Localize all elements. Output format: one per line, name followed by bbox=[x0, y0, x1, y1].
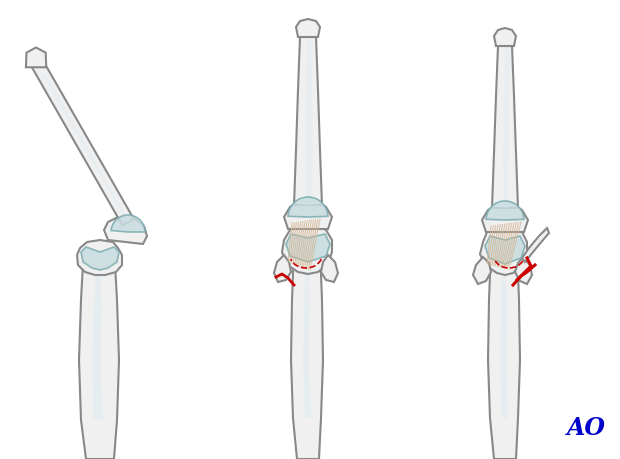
Polygon shape bbox=[104, 216, 147, 244]
Polygon shape bbox=[494, 28, 516, 46]
Polygon shape bbox=[485, 236, 525, 264]
Wedge shape bbox=[288, 197, 328, 217]
Polygon shape bbox=[305, 40, 313, 205]
Polygon shape bbox=[500, 252, 508, 418]
Polygon shape bbox=[92, 250, 103, 420]
Polygon shape bbox=[42, 73, 130, 223]
Polygon shape bbox=[274, 255, 291, 282]
Wedge shape bbox=[111, 215, 145, 232]
Polygon shape bbox=[522, 228, 549, 262]
Polygon shape bbox=[79, 245, 119, 459]
Polygon shape bbox=[482, 204, 528, 232]
Polygon shape bbox=[492, 46, 518, 208]
Polygon shape bbox=[81, 247, 119, 270]
Polygon shape bbox=[296, 19, 320, 37]
Polygon shape bbox=[321, 255, 338, 282]
Polygon shape bbox=[286, 234, 330, 262]
Polygon shape bbox=[26, 47, 46, 67]
Wedge shape bbox=[486, 201, 524, 220]
Polygon shape bbox=[294, 37, 322, 205]
Polygon shape bbox=[77, 240, 122, 275]
Polygon shape bbox=[303, 252, 311, 418]
Polygon shape bbox=[488, 248, 520, 459]
Polygon shape bbox=[480, 227, 527, 275]
Polygon shape bbox=[282, 225, 332, 274]
Polygon shape bbox=[503, 49, 510, 208]
Polygon shape bbox=[30, 58, 134, 225]
Polygon shape bbox=[515, 257, 532, 284]
Polygon shape bbox=[284, 201, 332, 229]
Polygon shape bbox=[473, 257, 491, 284]
Polygon shape bbox=[291, 248, 323, 459]
Text: AO: AO bbox=[567, 416, 606, 440]
